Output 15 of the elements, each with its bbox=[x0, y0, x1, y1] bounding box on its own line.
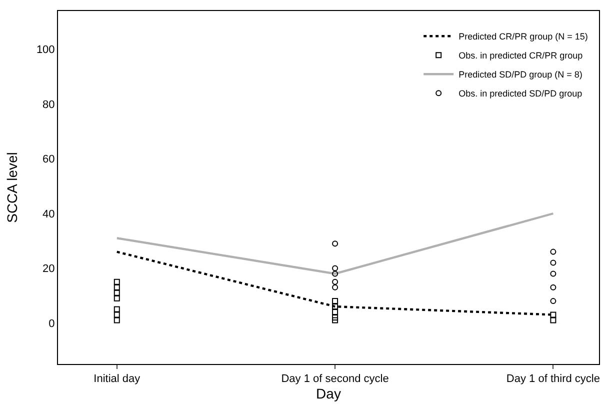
x-axis-title: Day bbox=[316, 386, 341, 402]
y-tick-label: 100 bbox=[36, 44, 55, 56]
y-axis-title: SCCA level bbox=[4, 152, 20, 223]
x-tick-label: Initial day bbox=[94, 373, 141, 386]
x-tick-label: Day 1 of second cycle bbox=[281, 373, 389, 386]
y-tick-label: 0 bbox=[48, 318, 55, 330]
y-tick-label: 80 bbox=[42, 98, 55, 111]
legend-label: Predicted SD/PD group (N = 8) bbox=[458, 70, 582, 80]
legend-label: Obs. in predicted SD/PD group bbox=[458, 88, 582, 99]
legend-label: Predicted CR/PR group (N = 15) bbox=[458, 32, 588, 42]
y-tick-label: 40 bbox=[42, 208, 55, 220]
x-tick-label: Day 1 of third cycle bbox=[506, 373, 600, 386]
y-tick-label: 60 bbox=[42, 154, 55, 166]
legend-label: Obs. in predicted CR/PR group bbox=[458, 50, 583, 61]
y-tick-label: 20 bbox=[42, 263, 55, 276]
